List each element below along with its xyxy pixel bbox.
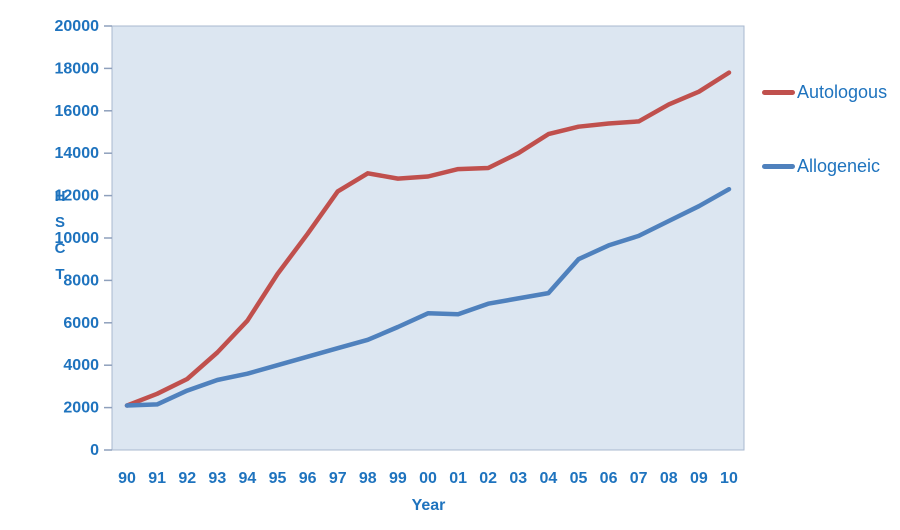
x-tick-label: 01	[449, 470, 467, 487]
y-tick-label: 10000	[55, 230, 100, 247]
y-axis-title-letter: T	[55, 266, 65, 283]
y-tick-label: 6000	[63, 315, 99, 332]
autologous-line-swatch	[762, 90, 795, 95]
series-line-allogeneic	[124, 186, 732, 408]
allogeneic-line-swatch	[762, 164, 795, 169]
y-axis-title-letter: H	[54, 188, 66, 205]
legend-label-autologous: Autologous	[797, 82, 888, 102]
y-tick-label: 20000	[55, 18, 100, 35]
y-tick-label: 4000	[63, 357, 99, 374]
y-tick-label: 14000	[55, 145, 100, 162]
x-tick-label: 97	[329, 470, 347, 487]
legend: Autologous Allogeneic	[758, 0, 900, 530]
y-axis-title: H S C T	[50, 188, 70, 283]
x-tick-label: 91	[148, 470, 166, 487]
y-tick-label: 16000	[55, 103, 100, 120]
y-axis-title-letter: S	[54, 214, 65, 231]
x-tick-label: 99	[389, 470, 407, 487]
legend-item-autologous: Autologous	[762, 82, 887, 103]
x-tick-label: 90	[118, 470, 136, 487]
x-tick-label: 96	[299, 470, 317, 487]
x-tick-label: 92	[178, 470, 196, 487]
x-tick-label: 07	[630, 470, 648, 487]
x-axis-title: Year	[411, 497, 446, 514]
x-tick-label: 93	[208, 470, 226, 487]
x-tick-label: 06	[600, 470, 618, 487]
legend-item-allogeneic: Allogeneic	[762, 156, 880, 177]
x-tick-label: 94	[239, 470, 257, 487]
series-line-autologous	[124, 70, 732, 408]
plot-background	[111, 25, 745, 451]
x-tick-label: 04	[539, 470, 557, 487]
x-tick-label: 98	[359, 470, 377, 487]
y-tick-label: 0	[90, 442, 99, 459]
y-tick-label: 8000	[63, 272, 99, 289]
y-tick-label: 18000	[55, 60, 100, 77]
x-tick-label: 00	[419, 470, 437, 487]
legend-label-allogeneic: Allogeneic	[797, 156, 881, 176]
y-tick-label: 12000	[55, 188, 100, 205]
y-tick-label: 2000	[63, 400, 99, 417]
x-tick-label: 05	[570, 470, 588, 487]
x-tick-label: 09	[690, 470, 708, 487]
y-axis-title-letter: C	[54, 240, 66, 257]
x-tick-label: 95	[269, 470, 287, 487]
x-tick-label: 03	[509, 470, 527, 487]
x-tick-label: 10	[720, 470, 738, 487]
x-tick-label: 08	[660, 470, 678, 487]
x-tick-label: 02	[479, 470, 497, 487]
